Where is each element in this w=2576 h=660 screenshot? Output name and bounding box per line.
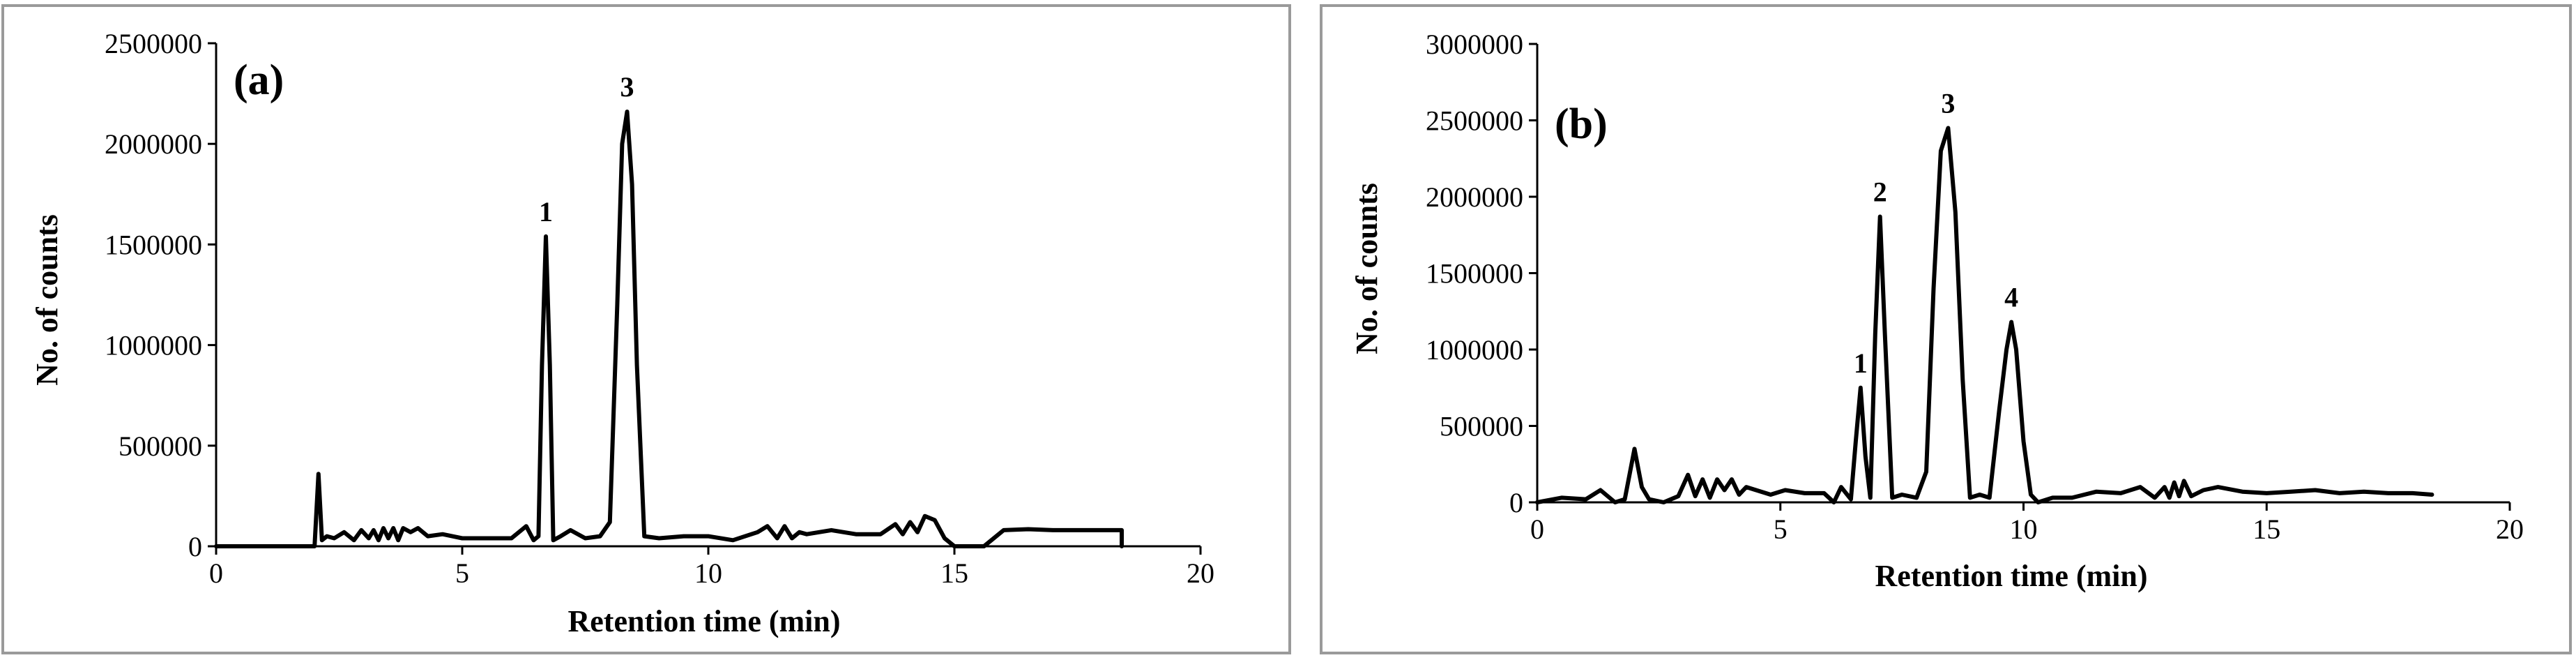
- x-tick-label-b: 20: [2496, 513, 2524, 545]
- x-tick-label-b: 5: [1774, 513, 1788, 545]
- peak-label-a-3: 3: [620, 71, 634, 103]
- y-tick-label-a: 1500000: [105, 229, 202, 260]
- plot-area-b: 0 500000 1000000 1500000 2000000 2500000 30000…: [1426, 29, 2524, 545]
- panel-a-xlabel: Retention time (min): [567, 604, 840, 638]
- plot-area-a: 0 500000 1000000 1500000 2000000 2500000 0 5 10 1…: [105, 28, 1214, 589]
- y-tick-label-b: 2500000: [1426, 105, 1523, 137]
- peak-label-a-1: 1: [539, 196, 553, 227]
- x-tick-label-b: 15: [2253, 513, 2280, 545]
- peak-label-b-4: 4: [2004, 282, 2018, 313]
- peak-label-b-2: 2: [1873, 176, 1887, 207]
- x-tick-label-a: 20: [1187, 557, 1214, 589]
- x-tick-label-a: 5: [455, 557, 469, 589]
- x-tick-label-b: 10: [2010, 513, 2038, 545]
- y-tick-label-a: 500000: [119, 430, 202, 462]
- y-tick-label-a: 2000000: [105, 128, 202, 160]
- peak-label-b-1: 1: [1854, 347, 1868, 379]
- panel-b-xlabel: Retention time (min): [1875, 559, 2147, 593]
- y-tick-label-a: 1000000: [105, 330, 202, 361]
- y-tick-label-b: 3000000: [1426, 29, 1523, 60]
- chart-panel-b: 0 500000 1000000 1500000 2000000 2500000 30000…: [1320, 4, 2572, 654]
- series-line-b-0: [1535, 126, 2434, 504]
- y-tick-label-b: 500000: [1440, 411, 1523, 442]
- y-tick-label-a: 0: [188, 531, 202, 562]
- panel-b-ylabel: No. of counts: [1350, 183, 1384, 354]
- y-tick-label-b: 1000000: [1426, 334, 1523, 366]
- chart-panel-a: 0 500000 1000000 1500000 2000000 2500000 0 5 10 1…: [1, 4, 1291, 654]
- panel-a-label: (a): [234, 57, 284, 104]
- y-tick-label-a: 2500000: [105, 28, 202, 59]
- x-tick-label-a: 10: [694, 557, 722, 589]
- y-tick-label-b: 1500000: [1426, 258, 1523, 290]
- x-tick-label-b: 0: [1530, 513, 1544, 545]
- y-tick-label-b: 0: [1509, 487, 1523, 518]
- y-tick-label-b: 2000000: [1426, 181, 1523, 213]
- peak-label-b-3: 3: [1941, 87, 1955, 119]
- x-tick-label-a: 15: [940, 557, 968, 589]
- series-line-a-0: [214, 110, 1124, 548]
- panel-b-frame: [1320, 4, 2572, 654]
- x-tick-label-a: 0: [209, 557, 223, 589]
- panel-a-ylabel: No. of counts: [30, 214, 64, 386]
- panel-b-label: (b): [1555, 100, 1608, 148]
